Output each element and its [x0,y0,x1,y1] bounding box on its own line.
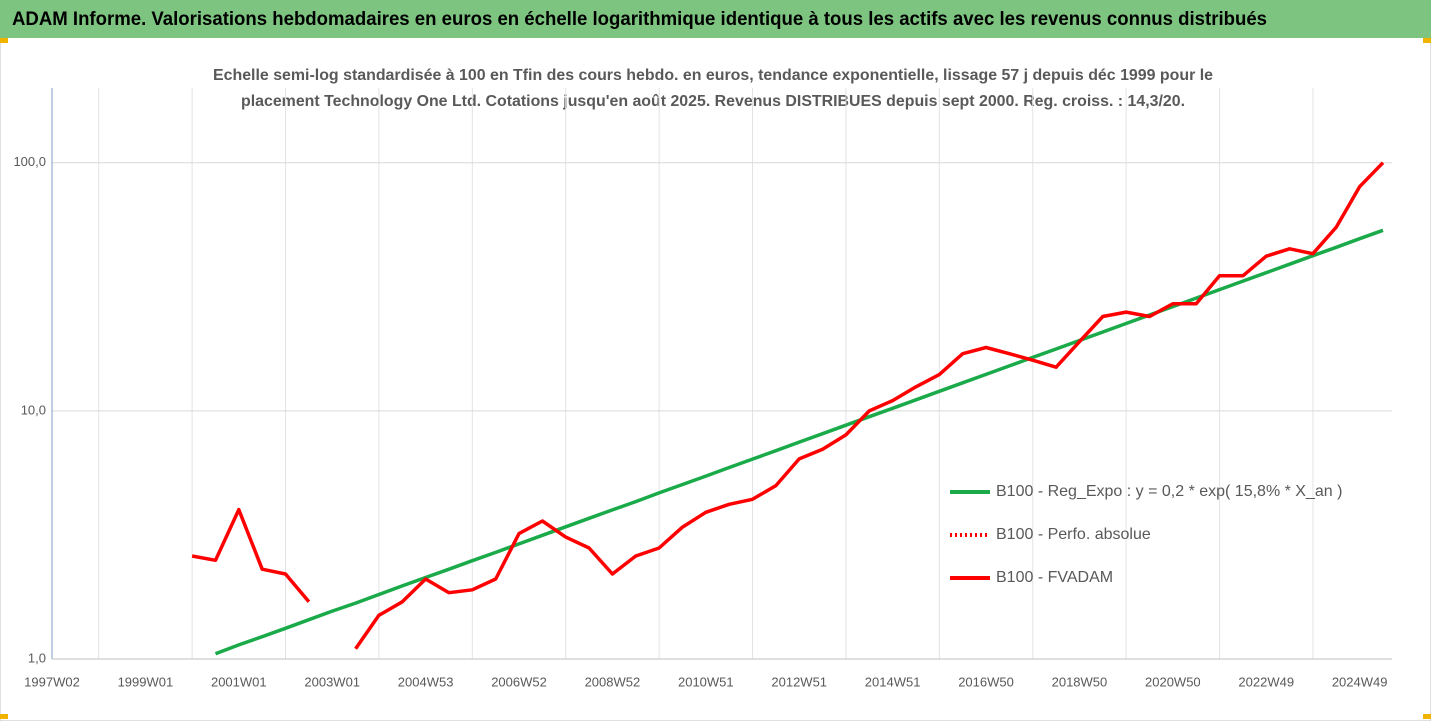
x-tick-label: 1997W02 [24,674,80,689]
x-tick-label: 2008W52 [585,674,641,689]
legend-label: B100 - Reg_Expo : y = 0,2 * exp( 15,8% *… [996,483,1342,500]
x-tick-label: 1999W01 [118,674,174,689]
x-tick-label: 2012W51 [771,674,827,689]
corner-mark [0,38,8,43]
y-tick-label: 10,0 [21,402,46,417]
x-tick-label: 2006W52 [491,674,547,689]
y-tick-label: 1,0 [28,650,46,665]
x-tick-label: 2001W01 [211,674,267,689]
corner-mark [0,714,8,719]
title-bar [0,0,1431,38]
legend-label: B100 - Perfo. absolue [996,526,1151,543]
chart-title: ADAM Informe. Valorisations hebdomadaire… [12,9,1267,30]
chart-subtitle: placement Technology One Ltd. Cotations … [241,93,1185,110]
series-line [191,161,1385,650]
x-tick-label: 2016W50 [958,674,1014,689]
legend-label: B100 - FVADAM [996,569,1113,586]
x-tick-label: 2014W51 [865,674,921,689]
x-tick-label: 2022W49 [1238,674,1294,689]
x-tick-label: 2018W50 [1052,674,1108,689]
x-tick-label: 2004W53 [398,674,454,689]
corner-mark [1423,714,1431,719]
chart-subtitle: Echelle semi-log standardisée à 100 en T… [213,67,1213,84]
x-tick-label: 2024W49 [1332,674,1388,689]
x-tick-label: 2010W51 [678,674,734,689]
x-tick-label: 2003W01 [304,674,360,689]
corner-mark [1423,38,1431,43]
series-line [214,228,1384,656]
x-tick-label: 2020W50 [1145,674,1201,689]
plot-area: 1,0 10,0 100,0 1997W02 1999W01 2001W01 2003W01… [13,88,1392,689]
y-tick-label: 100,0 [13,154,46,169]
